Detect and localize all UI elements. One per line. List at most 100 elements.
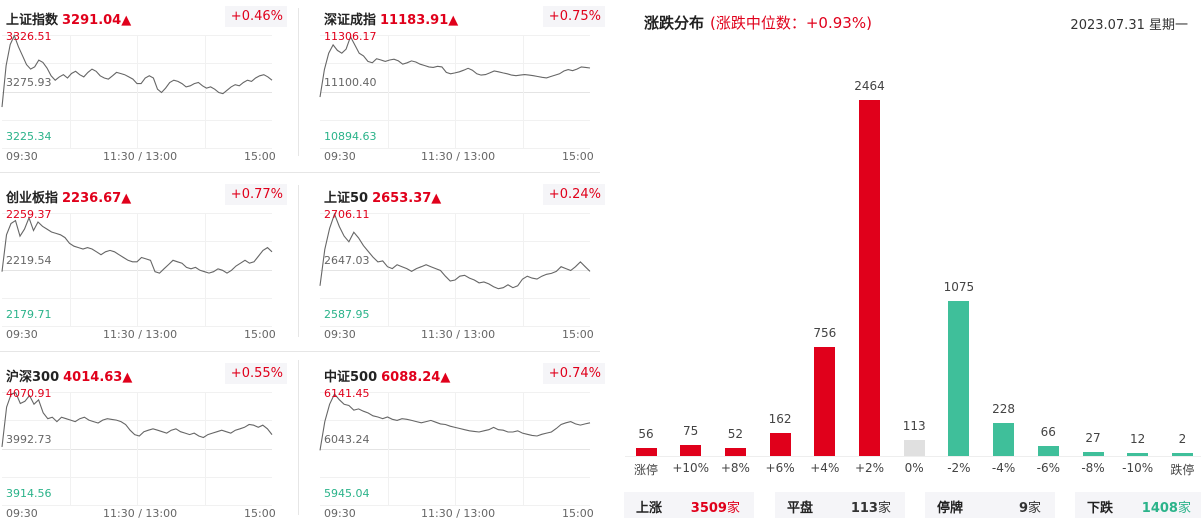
- price-line: [319, 35, 591, 98]
- summary-box: 上涨 3509家: [624, 492, 754, 518]
- summary-label: 停牌: [937, 501, 964, 516]
- y-axis-mid: 11100.40: [324, 76, 377, 89]
- distribution-bar[interactable]: [724, 448, 746, 456]
- intraday-chart: [1, 34, 273, 149]
- index-value: 6088.24▲: [381, 370, 451, 385]
- bar-count-label: 2464: [854, 79, 885, 93]
- price-line: [1, 34, 273, 108]
- bar-count-label: 27: [1085, 431, 1101, 446]
- distribution-title-text: 涨跌分布: [644, 14, 705, 32]
- index-name: 上证50 2653.37▲: [324, 191, 442, 206]
- x-axis-end: 15:00: [562, 150, 594, 163]
- y-axis-mid: 2647.03: [324, 254, 370, 267]
- index-header: 创业板指 2236.67▲ +0.77%: [0, 178, 287, 206]
- x-axis-start: 09:30: [6, 507, 38, 518]
- bar-count-label: 2: [1178, 432, 1187, 446]
- change-badge: +0.24%: [542, 184, 605, 205]
- intraday-chart: [319, 212, 591, 327]
- x-axis-mid: 11:30 / 13:00: [103, 507, 178, 518]
- column-divider: [298, 8, 299, 156]
- distribution-bar[interactable]: [993, 423, 1015, 456]
- index-card[interactable]: 沪深300 4014.63▲ +0.55% 4070.91 3992.73 3914.56…: [0, 357, 287, 518]
- summary-box: 平盘 113家: [775, 492, 905, 518]
- row-divider: [0, 172, 600, 173]
- x-axis-start: 09:30: [324, 328, 356, 341]
- y-axis-low: 10894.63: [324, 130, 377, 143]
- y-axis-mid: 3992.73: [6, 433, 52, 446]
- distribution-bar[interactable]: [814, 346, 836, 456]
- y-axis-low: 2179.71: [6, 308, 52, 321]
- intraday-chart: [319, 392, 591, 506]
- index-header: 沪深300 4014.63▲ +0.55%: [0, 357, 287, 385]
- x-axis-mid: 11:30 / 13:00: [103, 150, 178, 163]
- index-name: 深证成指 11183.91▲: [324, 13, 459, 28]
- intraday-chart: [319, 35, 591, 149]
- change-badge: +0.77%: [224, 184, 287, 205]
- distribution-bar[interactable]: [903, 439, 925, 456]
- x-axis-mid: 11:30 / 13:00: [421, 507, 496, 518]
- x-axis-start: 09:30: [324, 507, 356, 518]
- bar-category-label: +6%: [765, 461, 795, 475]
- index-name: 沪深300 4014.63▲: [6, 370, 133, 385]
- distribution-bar[interactable]: [680, 445, 702, 456]
- distribution-bar[interactable]: [859, 100, 880, 456]
- bar-count-label: 66: [1040, 425, 1056, 440]
- index-card[interactable]: 中证500 6088.24▲ +0.74% 6141.45 6043.24 5945.04…: [318, 357, 605, 518]
- index-card[interactable]: 创业板指 2236.67▲ +0.77% 2259.37 2219.54 2179.71 0…: [0, 178, 287, 353]
- index-value: 4014.63▲: [63, 370, 133, 385]
- trade-date: 2023.07.31 星期一: [1070, 18, 1188, 33]
- distribution-bar[interactable]: [635, 447, 657, 456]
- bar-category-label: -2%: [947, 461, 971, 475]
- index-header: 上证指数 3291.04▲ +0.46%: [0, 0, 287, 28]
- summary-label: 平盘: [787, 501, 814, 516]
- distribution-bar[interactable]: [1082, 452, 1104, 456]
- bar-count-label: 162: [768, 411, 792, 426]
- index-value: 11183.91▲: [380, 13, 459, 28]
- summary-unit: 家: [1027, 501, 1041, 516]
- summary-count: 113家: [850, 501, 891, 516]
- chart-baseline: [625, 456, 1201, 457]
- intraday-chart: [1, 213, 273, 327]
- distribution-bar[interactable]: [769, 432, 791, 456]
- summary-unit: 家: [877, 501, 891, 516]
- row-divider: [0, 351, 600, 352]
- y-axis-low: 2587.95: [324, 308, 370, 321]
- column-divider: [298, 360, 299, 515]
- change-badge: +0.46%: [224, 6, 287, 27]
- distribution-bar[interactable]: [1171, 453, 1193, 456]
- index-card[interactable]: 上证指数 3291.04▲ +0.46% 3326.51 3275.93 3225.34 0…: [0, 0, 287, 175]
- price-line: [319, 212, 591, 290]
- median-change-label: (涨跌中位数：+0.93%): [710, 14, 872, 32]
- index-card[interactable]: 深证成指 11183.91▲ +0.75% 11306.17 11100.40 10894…: [318, 0, 605, 175]
- bar-category-label: 涨停: [633, 463, 658, 477]
- bar-category-label: 跌停: [1170, 463, 1195, 477]
- y-axis-high: 2259.37: [6, 208, 52, 221]
- change-badge: +0.74%: [542, 363, 605, 384]
- bar-category-label: -6%: [1036, 461, 1060, 475]
- y-axis-mid: 2219.54: [6, 254, 52, 267]
- summary-count: 1408家: [1141, 501, 1191, 516]
- y-axis-high: 11306.17: [324, 30, 377, 43]
- bar-category-label: -10%: [1122, 461, 1154, 475]
- price-line: [1, 216, 273, 274]
- x-axis-end: 15:00: [244, 328, 276, 341]
- summary-label: 上涨: [636, 501, 663, 516]
- summary-unit: 家: [1177, 501, 1191, 516]
- bar-count-label: 756: [813, 325, 837, 340]
- distribution-bar[interactable]: [1127, 453, 1149, 456]
- y-axis-low: 5945.04: [324, 487, 370, 500]
- price-line: [319, 392, 591, 451]
- bar-count-label: 1075: [943, 279, 975, 294]
- distribution-bar[interactable]: [948, 300, 970, 456]
- summary-count: 3509家: [690, 501, 740, 516]
- x-axis-end: 15:00: [244, 150, 276, 163]
- y-axis-mid: 3275.93: [6, 76, 52, 89]
- y-axis-high: 2706.11: [324, 208, 370, 221]
- x-axis-start: 09:30: [324, 150, 356, 163]
- bar-category-label: 0%: [904, 461, 924, 475]
- x-axis-start: 09:30: [6, 150, 38, 163]
- x-axis-mid: 11:30 / 13:00: [421, 150, 496, 163]
- distribution-bar[interactable]: [1037, 446, 1059, 456]
- index-card[interactable]: 上证50 2653.37▲ +0.24% 2706.11 2647.03 2587.95 0…: [318, 178, 605, 353]
- x-axis-mid: 11:30 / 13:00: [103, 328, 178, 341]
